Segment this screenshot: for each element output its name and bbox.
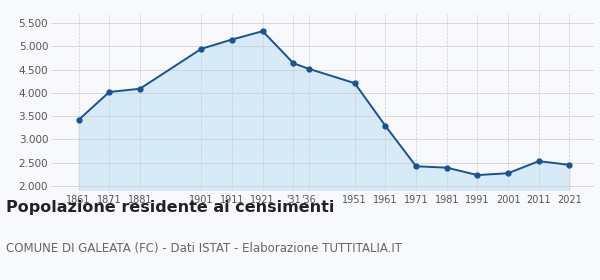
Text: Popolazione residente ai censimenti: Popolazione residente ai censimenti [6, 200, 334, 215]
Text: COMUNE DI GALEATA (FC) - Dati ISTAT - Elaborazione TUTTITALIA.IT: COMUNE DI GALEATA (FC) - Dati ISTAT - El… [6, 242, 402, 255]
